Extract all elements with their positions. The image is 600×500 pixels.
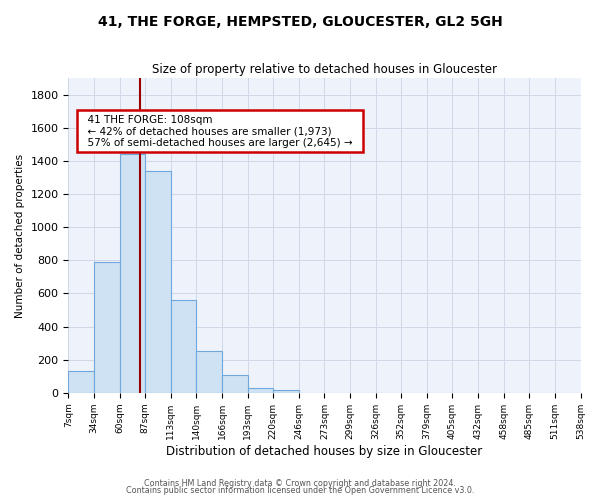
Text: Contains public sector information licensed under the Open Government Licence v3: Contains public sector information licen… bbox=[126, 486, 474, 495]
Bar bbox=[248, 388, 273, 393]
Bar bbox=[196, 352, 222, 393]
Text: 41, THE FORGE, HEMPSTED, GLOUCESTER, GL2 5GH: 41, THE FORGE, HEMPSTED, GLOUCESTER, GL2… bbox=[98, 15, 502, 29]
Text: 41 THE FORGE: 108sqm
  ← 42% of detached houses are smaller (1,973)
  57% of sem: 41 THE FORGE: 108sqm ← 42% of detached h… bbox=[81, 114, 359, 148]
Bar bbox=[273, 390, 299, 393]
Title: Size of property relative to detached houses in Gloucester: Size of property relative to detached ho… bbox=[152, 62, 497, 76]
Text: Contains HM Land Registry data © Crown copyright and database right 2024.: Contains HM Land Registry data © Crown c… bbox=[144, 478, 456, 488]
Bar bbox=[119, 154, 145, 393]
Y-axis label: Number of detached properties: Number of detached properties bbox=[15, 154, 25, 318]
X-axis label: Distribution of detached houses by size in Gloucester: Distribution of detached houses by size … bbox=[166, 444, 482, 458]
Bar bbox=[94, 262, 119, 393]
Bar bbox=[222, 374, 248, 393]
Bar bbox=[171, 300, 196, 393]
Bar bbox=[68, 372, 94, 393]
Bar bbox=[145, 171, 171, 393]
